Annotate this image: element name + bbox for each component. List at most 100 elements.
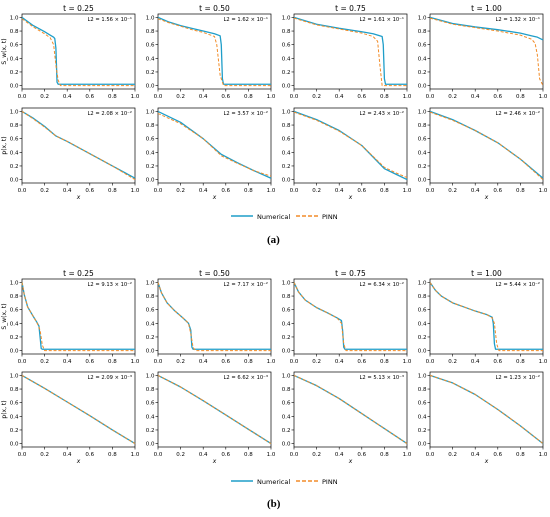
x-tick-label: 1.0 xyxy=(539,452,548,458)
x-tick-label: 0.0 xyxy=(154,188,163,194)
pinn-line xyxy=(429,374,544,444)
y-tick-label: 0.8 xyxy=(282,387,291,393)
x-tick-label: 0.8 xyxy=(108,188,117,194)
y-tick-label: 0.0 xyxy=(418,349,427,355)
l2-annotation: L2 = 7.17 × 10⁻² xyxy=(224,282,268,288)
y-tick-label: 0.4 xyxy=(282,56,291,62)
x-axis-label: x xyxy=(212,458,217,465)
plot-frame xyxy=(21,278,136,355)
x-tick-label: 0.0 xyxy=(426,452,435,458)
y-tick-label: 1.0 xyxy=(282,15,291,21)
x-tick-label: 0.8 xyxy=(380,94,389,100)
y-tick-label: 1.0 xyxy=(418,373,427,379)
x-tick-label: 0.4 xyxy=(199,188,208,194)
panel-b-row2-col1: 0.0 0.2 0.4 0.6 0.8 1.0 0.0 0.2 0.4 0.6 0.8 1.0 L2 =… xyxy=(1,371,140,465)
l2-annotation: L2 = 1.23 × 10⁻² xyxy=(496,375,540,381)
y-tick-label: 0.0 xyxy=(146,349,155,355)
y-tick-label: 0.4 xyxy=(282,150,291,156)
pinn-line xyxy=(429,17,544,86)
y-axis-label: p(x, t) xyxy=(1,136,8,154)
y-tick-label: 0.6 xyxy=(418,43,427,49)
numerical-line xyxy=(21,282,135,350)
pinn-line xyxy=(21,374,136,445)
x-tick-label: 0.2 xyxy=(312,452,321,458)
l2-annotation: L2 = 9.13 × 10⁻² xyxy=(88,282,132,288)
numerical-line xyxy=(293,282,407,350)
legend-a: Numerical PINN xyxy=(231,213,338,221)
y-tick-label: 0.0 xyxy=(146,84,155,90)
x-tick-label: 1.0 xyxy=(539,359,548,365)
y-tick-label: 0.4 xyxy=(146,321,155,327)
plot-frame xyxy=(293,278,408,355)
numerical-line xyxy=(157,16,271,85)
x-tick-label: 0.8 xyxy=(380,188,389,194)
x-tick-label: 0.8 xyxy=(380,452,389,458)
x-tick-label: 0.4 xyxy=(335,359,344,365)
l2-annotation: L2 = 2.08 × 10⁻² xyxy=(88,111,132,117)
y-tick-label: 0.8 xyxy=(10,29,19,35)
x-tick-label: 0.4 xyxy=(63,359,72,365)
x-tick-label: 0.8 xyxy=(244,94,253,100)
x-tick-label: 1.0 xyxy=(403,94,412,100)
x-tick-label: 0.2 xyxy=(176,359,185,365)
x-tick-label: 0.0 xyxy=(426,359,435,365)
y-tick-label: 0.6 xyxy=(10,137,19,143)
x-tick-label: 1.0 xyxy=(267,452,276,458)
l2-annotation: L2 = 1.56 × 10⁻¹ xyxy=(88,17,132,23)
pinn-line xyxy=(293,282,407,352)
legend-b-numerical-label: Numerical xyxy=(257,478,290,486)
y-tick-label: 0.6 xyxy=(10,401,19,407)
y-tick-label: 0.2 xyxy=(418,428,427,434)
panel-title: t = 0.25 xyxy=(63,269,94,278)
y-tick-label: 0.6 xyxy=(282,401,291,407)
y-tick-label: 0.8 xyxy=(146,387,155,393)
y-tick-label: 0.4 xyxy=(146,414,155,420)
x-tick-label: 0.4 xyxy=(199,359,208,365)
y-tick-label: 0.8 xyxy=(282,123,291,129)
x-tick-label: 0.6 xyxy=(357,188,366,194)
pinn-line xyxy=(157,282,271,352)
y-tick-label: 0.2 xyxy=(146,335,155,341)
y-tick-label: 1.0 xyxy=(418,280,427,286)
x-tick-label: 0.6 xyxy=(493,452,502,458)
x-tick-label: 0.4 xyxy=(471,452,480,458)
x-tick-label: 0.4 xyxy=(63,452,72,458)
plot-frame xyxy=(157,13,272,90)
y-tick-label: 0.6 xyxy=(10,308,19,314)
x-tick-label: 0.6 xyxy=(221,188,230,194)
pinn-line xyxy=(157,112,272,177)
x-tick-label: 0.6 xyxy=(357,94,366,100)
y-axis-label: S_w(x, t) xyxy=(1,303,8,329)
panel-b-row1-col4: 0.0 0.2 0.4 0.6 0.8 1.0 0.0 0.2 0.4 0.6 0.8 1.0 L2 =… xyxy=(418,269,548,365)
x-tick-label: 0.2 xyxy=(176,188,185,194)
x-tick-label: 0.8 xyxy=(108,94,117,100)
panel-b-row2-col3: 0.0 0.2 0.4 0.6 0.8 1.0 0.0 0.2 0.4 0.6 0.8 1.0 L2 =… xyxy=(282,371,412,465)
y-tick-label: 1.0 xyxy=(418,15,427,21)
y-tick-label: 0.4 xyxy=(10,414,19,420)
x-tick-label: 0.8 xyxy=(244,359,253,365)
plot-frame xyxy=(293,13,408,90)
x-tick-label: 0.0 xyxy=(290,94,299,100)
pinn-line xyxy=(293,374,408,445)
pinn-line xyxy=(429,282,543,352)
x-tick-label: 0.4 xyxy=(63,188,72,194)
y-tick-label: 0.0 xyxy=(282,349,291,355)
y-tick-label: 0.8 xyxy=(418,387,427,393)
x-tick-label: 0.6 xyxy=(221,359,230,365)
y-tick-label: 1.0 xyxy=(282,280,291,286)
y-axis-label: p(x, t) xyxy=(1,400,8,418)
y-tick-label: 0.0 xyxy=(146,442,155,448)
panel-a-row2-col2: 0.0 0.2 0.4 0.6 0.8 1.0 0.0 0.2 0.4 0.6 0.8 1.0 L2 =… xyxy=(146,107,276,201)
x-tick-label: 0.0 xyxy=(18,452,27,458)
y-tick-label: 0.4 xyxy=(418,56,427,62)
l2-annotation: L2 = 2.09 × 10⁻³ xyxy=(88,375,132,381)
x-axis-label: x xyxy=(76,194,81,201)
numerical-line xyxy=(21,110,136,179)
y-tick-label: 0.6 xyxy=(418,137,427,143)
x-axis-label: x xyxy=(348,458,353,465)
y-tick-label: 0.6 xyxy=(146,401,155,407)
y-tick-label: 1.0 xyxy=(10,15,19,21)
y-tick-label: 0.8 xyxy=(146,123,155,129)
x-tick-label: 0.6 xyxy=(357,359,366,365)
x-tick-label: 0.6 xyxy=(493,94,502,100)
